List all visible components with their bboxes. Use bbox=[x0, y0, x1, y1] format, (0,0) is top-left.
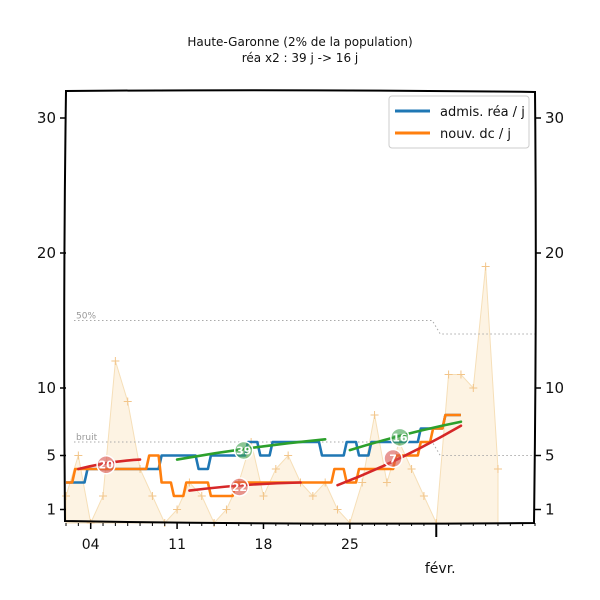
plot-area: 50% bruit 39 16 20 22 7 bbox=[62, 262, 535, 527]
y-tick-label-right-0: 1 bbox=[545, 501, 555, 519]
trend-badge-4 bbox=[383, 448, 403, 469]
chart-title-block: Haute-Garonne (2% de la population) réa … bbox=[187, 35, 412, 65]
y-tick-label-left-0: 1 bbox=[46, 501, 56, 519]
background-point bbox=[271, 465, 280, 473]
background-point bbox=[197, 492, 206, 500]
trend-badge-label-0: 39 bbox=[236, 444, 251, 457]
reference-line-50% bbox=[74, 320, 535, 335]
background-point bbox=[493, 465, 502, 473]
background-point bbox=[148, 492, 157, 500]
legend-label-0: admis. réa / j bbox=[440, 105, 525, 120]
background-point bbox=[469, 384, 478, 392]
background-point bbox=[419, 492, 428, 500]
legend: admis. réa / j nouv. dc / j bbox=[388, 95, 530, 149]
x-tick-label-0: 04 bbox=[82, 537, 100, 553]
background-point bbox=[358, 478, 367, 487]
y-tick-label-left-4: 30 bbox=[37, 109, 56, 127]
trend-badge-label-4: 7 bbox=[389, 452, 397, 465]
legend-box bbox=[388, 95, 530, 149]
y-tick-label-right-4: 30 bbox=[545, 109, 564, 127]
chart-subtitle: réa x2 : 39 j -> 16 j bbox=[242, 51, 358, 65]
background-point bbox=[382, 478, 391, 487]
trend-badge-label-2: 20 bbox=[98, 459, 114, 472]
background-point bbox=[333, 505, 342, 514]
y-tick-label-left-2: 10 bbox=[37, 379, 56, 397]
x-tick-label-4: févr. bbox=[425, 561, 456, 577]
y-tick-label-left-1: 5 bbox=[46, 447, 56, 465]
trend-badge-0 bbox=[233, 440, 254, 461]
background-point bbox=[111, 357, 120, 365]
y-tick-label-right-1: 5 bbox=[545, 447, 555, 465]
x-tick-label-1: 11 bbox=[168, 537, 186, 553]
y-tick-label-left-3: 20 bbox=[37, 244, 56, 262]
chart-title: Haute-Garonne (2% de la population) bbox=[187, 35, 412, 49]
background-point bbox=[62, 492, 70, 500]
reference-label-bruit: bruit bbox=[76, 433, 98, 443]
background-area bbox=[65, 266, 499, 525]
background-point bbox=[222, 505, 231, 514]
legend-label-1: nouv. dc / j bbox=[440, 127, 511, 142]
background-point bbox=[407, 465, 416, 473]
reference-label-50%: 50% bbox=[76, 312, 96, 322]
background-point bbox=[259, 492, 268, 500]
background-point bbox=[173, 505, 182, 514]
y-tick-label-right-3: 20 bbox=[545, 244, 564, 262]
background-point bbox=[284, 451, 293, 460]
trend-badge-1 bbox=[390, 427, 410, 448]
y-tick-label-right-2: 10 bbox=[545, 379, 564, 397]
trend-badge-2 bbox=[96, 454, 116, 475]
x-tick-label-3: 25 bbox=[341, 537, 359, 553]
background-point bbox=[444, 370, 453, 379]
background-point bbox=[99, 492, 108, 500]
trend-badge-label-1: 16 bbox=[392, 431, 408, 444]
trend-badge-label-3: 22 bbox=[232, 481, 247, 494]
plot-frame bbox=[63, 89, 537, 525]
background-point bbox=[481, 262, 490, 271]
reference-line-bruit bbox=[74, 441, 535, 456]
x-tick-label-2: 18 bbox=[255, 537, 273, 553]
background-point bbox=[308, 492, 317, 500]
background-point bbox=[74, 451, 83, 460]
background-point bbox=[456, 370, 465, 379]
background-point bbox=[370, 411, 379, 419]
background-point bbox=[123, 397, 132, 406]
trend-badge-3 bbox=[229, 477, 250, 497]
